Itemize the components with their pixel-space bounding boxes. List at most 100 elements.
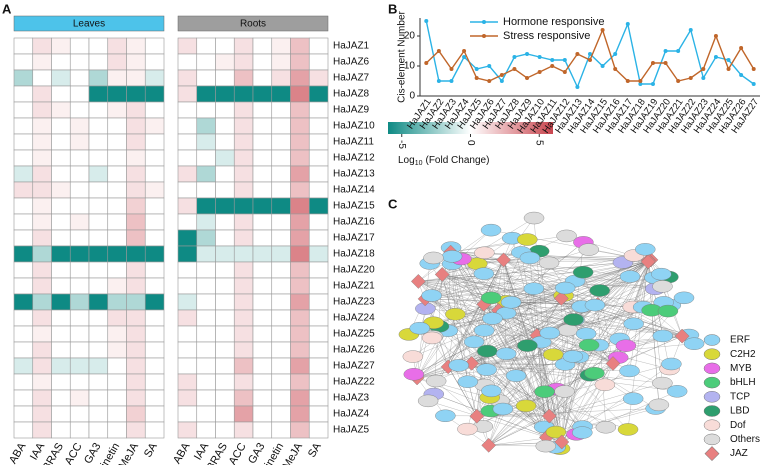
heatmap-cell	[144, 277, 165, 295]
heatmap-cell	[107, 69, 127, 87]
heatmap-cell	[32, 405, 52, 423]
heatmap-cell	[32, 325, 52, 343]
heatmap-cell	[308, 133, 329, 151]
heatmap-cell	[144, 133, 165, 151]
heatmap-cell	[233, 229, 254, 247]
network-edge	[503, 259, 564, 296]
heatmap-cell	[252, 357, 273, 375]
heatmap-cell	[308, 309, 329, 327]
row-label: HaJAZ9	[333, 105, 370, 116]
heatmap-cell	[51, 181, 71, 199]
heatmap-cell	[126, 309, 146, 327]
network-node	[640, 254, 656, 270]
column-label: ACC	[227, 441, 249, 465]
heatmap-cell	[88, 85, 109, 103]
heatmap-cell	[290, 341, 310, 359]
network-node	[474, 324, 495, 337]
row-label: HaJAZ23	[333, 297, 375, 308]
network-node	[635, 243, 656, 256]
heatmap-cell	[13, 197, 34, 215]
network-node	[683, 337, 705, 350]
heatmap-cell	[126, 389, 146, 407]
network-node	[417, 394, 439, 408]
network-node	[575, 327, 597, 340]
heatmap-cell	[308, 69, 329, 87]
heatmap-cell	[290, 101, 310, 119]
y-tick-label: 0	[409, 91, 415, 102]
heatmap-cell	[271, 421, 291, 439]
heatmap-cell	[271, 101, 291, 119]
network-node	[648, 398, 670, 412]
heatmap-cell	[51, 325, 71, 343]
heatmap-cell	[290, 69, 310, 87]
heatmap-cell	[32, 245, 52, 263]
heatmap-cell	[215, 165, 235, 183]
heatmap-cell	[88, 133, 109, 151]
network-node	[480, 223, 502, 237]
group-label: Roots	[240, 19, 266, 30]
legend-swatch	[704, 446, 720, 462]
heatmap-cell	[252, 53, 273, 71]
heatmap-cell	[126, 245, 146, 263]
heatmap-cell	[126, 69, 146, 87]
heatmap-cell	[13, 69, 34, 87]
heatmap-cell	[252, 325, 273, 343]
heatmap-cell	[177, 197, 198, 215]
heatmap-cell	[215, 149, 235, 167]
network-node	[572, 266, 594, 279]
heatmap-cell	[144, 37, 165, 55]
heatmap-cell	[290, 357, 310, 375]
network-edge	[490, 298, 562, 412]
y-tick-label: 20	[404, 31, 416, 42]
heatmap-cell	[196, 309, 216, 327]
heatmap-cell	[196, 101, 216, 119]
heatmap-cell	[233, 85, 254, 103]
legend-label: LBD	[730, 406, 749, 417]
heatmap-cell	[196, 85, 216, 103]
heatmap-cell	[88, 37, 109, 55]
row-label: HaJAZ6	[333, 57, 370, 68]
group-header	[177, 15, 329, 32]
network-edge	[412, 260, 649, 357]
heatmap-cell	[69, 245, 90, 263]
heatmap-cell	[88, 69, 109, 87]
network-edge	[488, 287, 566, 446]
row-label: HaJAZ1	[333, 41, 370, 52]
heatmap-cell	[271, 405, 291, 423]
heatmap-cell	[308, 181, 329, 199]
heatmap-cell	[13, 405, 34, 423]
series-point	[474, 76, 479, 80]
heatmap-cell	[177, 149, 198, 167]
heatmap-cell	[308, 341, 329, 359]
network-node	[673, 291, 695, 305]
network-edge	[428, 400, 562, 443]
heatmap-cell	[32, 357, 52, 375]
heatmap-cell	[290, 149, 310, 167]
heatmap-cell	[126, 181, 146, 199]
heatmap-cell	[88, 373, 109, 391]
heatmap-cell	[215, 389, 235, 407]
heatmap-cell	[144, 405, 165, 423]
series-point	[663, 49, 668, 53]
colorbar-label-part: Log	[398, 155, 415, 166]
column-label: MeJA	[117, 440, 142, 465]
heatmap-cell	[271, 197, 291, 215]
series-point	[713, 34, 718, 38]
heatmap-cell	[196, 181, 216, 199]
heatmap-cell	[69, 165, 90, 183]
network-edge	[488, 288, 535, 446]
heatmap-cell	[13, 421, 34, 439]
heatmap-cell	[126, 117, 146, 135]
heatmap-cell	[271, 245, 291, 263]
heatmap-cell	[252, 261, 273, 279]
heatmap-cell	[13, 53, 34, 71]
heatmap-cell	[13, 229, 34, 247]
heatmap-cell	[13, 213, 34, 231]
heatmap-cell	[69, 293, 90, 311]
series-point	[487, 79, 492, 83]
heatmap-cell	[177, 389, 198, 407]
heatmap-cell	[51, 229, 71, 247]
network-edge	[488, 391, 565, 446]
heatmap-cell	[88, 245, 109, 263]
row-label: HaJAZ17	[333, 233, 375, 244]
